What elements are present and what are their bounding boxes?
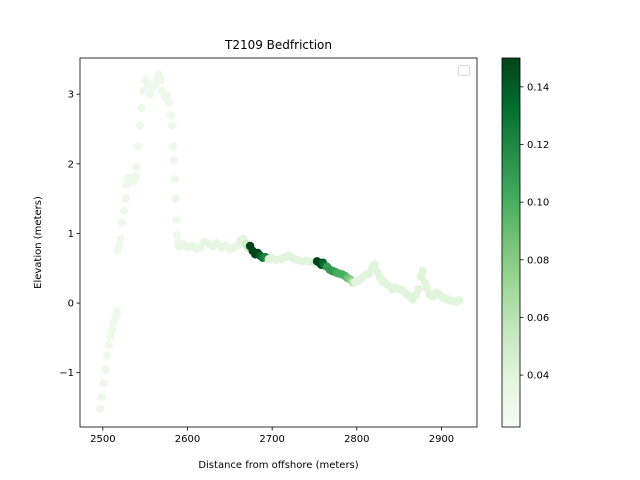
scatter-point [164,98,174,107]
scatter-point [414,284,423,294]
scatter-points [96,70,464,414]
scatter-point [121,194,130,203]
scatter-point [116,234,125,244]
colorbar-tick-label: 0.06 [527,313,549,324]
scatter-point [106,332,115,341]
colorbar [501,57,521,428]
y-tick-label: 3 [68,90,74,101]
y-tick-label: 1 [68,229,74,240]
scatter-point [107,325,117,334]
colorbar-tick-label: 0.04 [527,371,549,382]
scatter-point [113,307,122,316]
x-tick-label: 2900 [429,434,454,445]
scatter-point [131,172,141,181]
colorbar-tick-label: 0.08 [527,255,549,266]
scatter-point [104,340,113,350]
x-axis-ticks: 2500 2600 2700 2800 2900 [90,427,454,445]
scatter-point [139,86,148,95]
y-tick-label: 2 [68,159,74,170]
scatter-point [97,392,107,402]
scatter-point [169,156,179,165]
scatter-point [134,142,143,151]
y-tick-label: −1 [59,368,74,379]
scatter-point [101,365,110,374]
legend-box [458,65,470,76]
scatter-point [168,121,177,130]
chart-title: T2109 Bedfriction [224,38,332,52]
scatter-point [166,110,175,120]
plot-area [80,58,477,427]
scatter-point [146,90,155,99]
scatter-point [137,103,146,113]
scatter-point [370,260,379,269]
x-tick-label: 2800 [344,434,369,445]
scatter-point [455,296,464,305]
scatter-point [132,163,141,172]
colorbar-ticks: 0.04 0.06 0.08 0.10 0.12 0.14 [520,82,549,382]
scatter-point [102,351,112,360]
scatter-point [96,404,105,414]
scatter-point [119,206,129,216]
scatter-point [156,76,165,85]
colorbar-tick-label: 0.10 [527,198,549,209]
scatter-point [171,194,180,203]
scatter-point [118,218,127,228]
plot-frame [79,57,478,428]
scatter-point [162,91,172,100]
scatter-point [168,142,178,151]
x-tick-label: 2600 [175,434,200,445]
scatter-point [99,378,108,388]
scatter-point [135,121,145,130]
scatter-point [418,266,428,276]
scatter-point [172,215,181,224]
scatter-point [114,241,124,251]
y-tick-label: 0 [68,299,74,310]
x-tick-label: 2700 [259,434,284,445]
x-axis-label: Distance from offshore (meters) [198,460,358,471]
x-tick-label: 2500 [90,434,115,445]
y-axis-label: Elevation (meters) [33,196,44,289]
scatter-point [170,174,180,184]
y-axis-ticks: −1 0 1 2 3 [59,90,80,379]
scatter-point [173,230,182,240]
colorbar-tick-label: 0.14 [527,82,549,93]
scatter-point [422,283,432,292]
colorbar-tick-label: 0.12 [527,140,549,151]
